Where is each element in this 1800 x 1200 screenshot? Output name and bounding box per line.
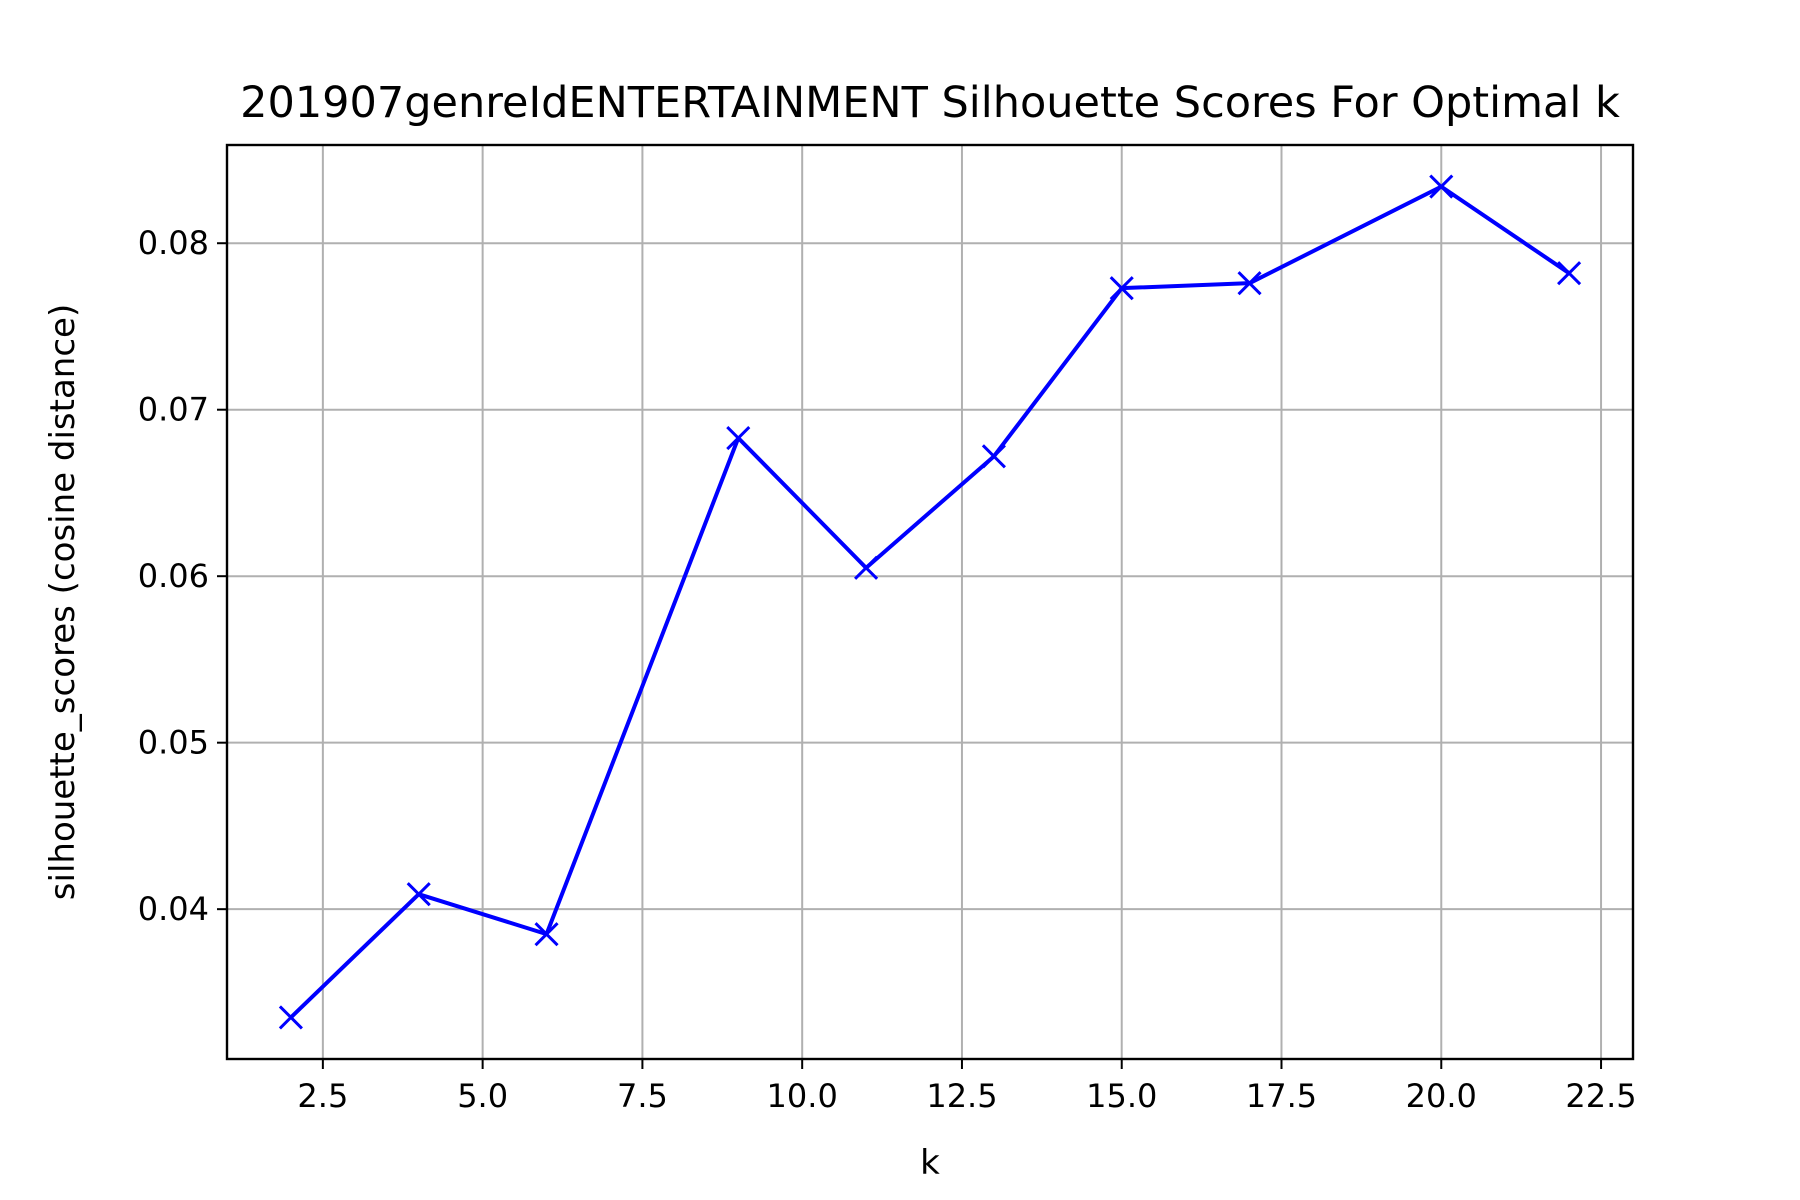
series-layer — [278, 174, 1582, 1030]
data-point-marker — [534, 922, 559, 947]
ticks: 2.5 5.0 7.5 10.0 12.5 15.0 17.5 20.0 22.5 0.04 0.0… — [138, 224, 1637, 1115]
plot-frame — [225, 143, 1635, 1061]
x-tick-label: 22.5 — [1565, 1077, 1636, 1115]
x-tick-label: 17.5 — [1246, 1077, 1317, 1115]
grid — [227, 145, 1633, 1059]
data-point-marker — [981, 444, 1006, 469]
x-tick-label: 15.0 — [1086, 1077, 1157, 1115]
data-point-marker — [1237, 271, 1262, 296]
data-point-marker — [278, 1005, 303, 1030]
x-tick-label: 5.0 — [457, 1077, 508, 1115]
x-tick-label: 12.5 — [926, 1077, 997, 1115]
y-tick-label: 0.08 — [138, 224, 209, 262]
y-tick-label: 0.07 — [138, 391, 209, 429]
data-point-marker — [406, 882, 431, 907]
x-tick-label: 20.0 — [1406, 1077, 1477, 1115]
data-point-marker — [1109, 276, 1134, 301]
data-point-marker — [854, 555, 879, 580]
x-tick-label: 2.5 — [297, 1077, 348, 1115]
y-tick-label: 0.05 — [138, 724, 209, 762]
data-point-marker — [726, 425, 751, 451]
y-tick-label: 0.06 — [138, 557, 209, 595]
data-point-marker — [1429, 174, 1454, 199]
y-tick-label: 0.04 — [138, 890, 209, 928]
data-point-marker — [1557, 261, 1582, 286]
chart-title: 201907genreIdENTERTAINMENT Silhouette Sc… — [240, 78, 1620, 128]
x-tick-label: 10.0 — [767, 1077, 838, 1115]
x-axis-label: k — [920, 1143, 940, 1183]
y-axis-label: silhouette_scores (cosine distance) — [43, 304, 83, 900]
x-tick-label: 7.5 — [617, 1077, 668, 1115]
series-line — [289, 184, 1571, 1019]
